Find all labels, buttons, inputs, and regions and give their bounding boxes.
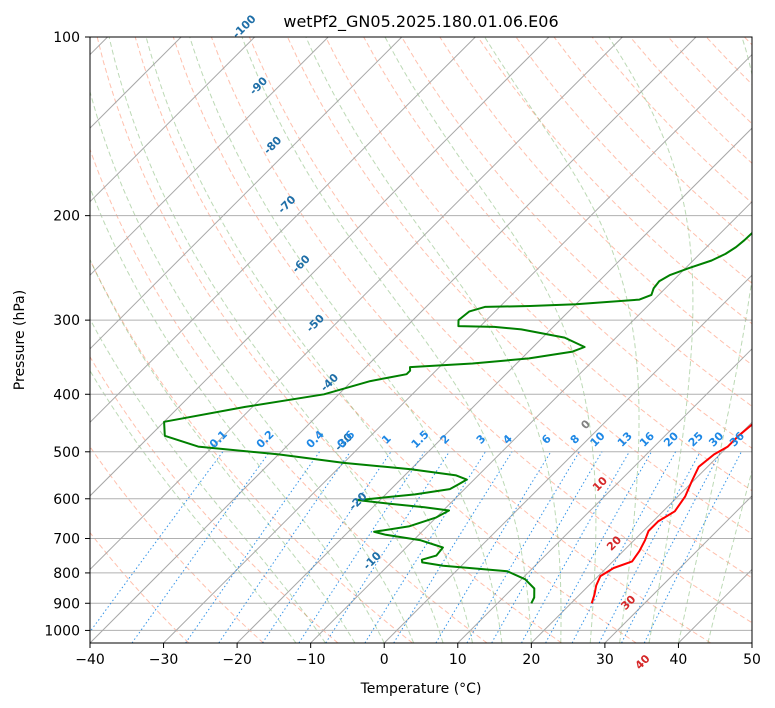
dry-adiabat-line (172, 37, 712, 643)
moist-adiabat-line (145, 37, 473, 643)
moist-adiabat-line (707, 468, 752, 643)
x-tick-label: 50 (743, 652, 761, 668)
dry-adiabat-line (90, 355, 339, 643)
mixing-ratio-line (185, 451, 320, 643)
isotherm-line (90, 37, 403, 350)
sounding-profiles (163, 231, 752, 604)
x-tick-label: −40 (75, 652, 105, 668)
y-tick-label: 600 (53, 492, 80, 508)
dry-adiabat-line (515, 37, 752, 284)
dry-adiabat-line (439, 37, 752, 366)
moist-adiabat-line (90, 318, 326, 643)
dry-adiabat-line (134, 37, 637, 643)
x-axis-title: Temperature (°C) (360, 681, 482, 697)
mixing-ratio-line (364, 451, 486, 643)
mixing-ratio-line (521, 451, 630, 643)
dry-adiabat-line (210, 37, 752, 624)
dry-adiabat-line (248, 37, 752, 579)
y-tick-label: 400 (53, 387, 80, 403)
mixing-ratio-line (325, 451, 450, 643)
temperature-profile-line (590, 423, 752, 604)
mixing-ratio-line (131, 451, 271, 643)
isotherm-line (236, 127, 752, 643)
dry-adiabat-line (401, 37, 752, 407)
isotherm-line (457, 348, 752, 643)
moist-adiabat-line (108, 37, 444, 643)
isotherm-line (90, 37, 476, 424)
mixing-ratio-line (218, 451, 351, 643)
dry-adiabat-line (90, 148, 488, 643)
plot-frame (89, 36, 753, 644)
y-tick-label: 800 (53, 566, 80, 582)
x-tick-label: −10 (296, 652, 326, 668)
moist-adiabat-line (90, 186, 385, 643)
isotherm-gridlines (90, 37, 752, 643)
dry-adiabat-line (96, 37, 562, 643)
isotherm-line (310, 200, 752, 643)
isotherm-line (530, 421, 752, 643)
x-tick-label: 30 (596, 652, 614, 668)
y-tick-label: 200 (53, 209, 80, 225)
y-axis: 1000 900 800 700 600 500 400 300 200 100 (44, 30, 90, 639)
x-tick-label: 0 (380, 652, 389, 668)
moist-adiabat-line (90, 258, 356, 643)
dewpoint-profile-line (163, 231, 752, 604)
y-tick-label: 500 (53, 445, 80, 461)
dry-adiabat-line (90, 445, 264, 643)
dry-adiabat-line (325, 37, 752, 492)
isotherm-line (383, 274, 752, 643)
mixing-ratio-line (435, 451, 552, 643)
mixing-ratio-line (298, 451, 425, 643)
x-tick-label: 10 (449, 652, 467, 668)
dry-adiabat-line (90, 531, 190, 643)
pressure-gridlines (90, 37, 752, 631)
dry-adiabats (90, 37, 752, 643)
y-tick-label: 900 (53, 596, 80, 612)
mixing-ratio-line (571, 451, 677, 643)
mixing-ratio-line (90, 451, 224, 633)
mixing-ratio-line (262, 451, 392, 643)
isotherm-line (90, 37, 550, 497)
moist-adiabat-line (484, 37, 640, 643)
moist-adiabat-line (608, 37, 694, 643)
moist-adiabats (90, 37, 752, 643)
y-tick-label: 300 (53, 313, 80, 329)
x-tick-label: −20 (222, 652, 252, 668)
isotherm-line (90, 37, 623, 571)
x-tick-label: −30 (149, 652, 179, 668)
y-tick-label: 700 (53, 532, 80, 548)
plot-area (90, 37, 752, 643)
isotherm-line (90, 37, 329, 276)
isotherm-line (604, 495, 752, 643)
isotherm-line (90, 37, 697, 643)
y-tick-label: 1000 (44, 623, 80, 639)
y-tick-label: 100 (53, 30, 80, 46)
x-axis: −40 −30 −20 −10 0 10 20 30 40 50 (75, 643, 761, 668)
mixing-ratio-line (598, 451, 701, 643)
isotherm-line (163, 53, 752, 643)
mixing-ratio-line (545, 451, 652, 643)
moist-adiabat-line (241, 37, 532, 643)
mixing-ratio-lines (90, 451, 742, 643)
y-axis-title: Pressure (hPa) (12, 290, 28, 390)
moist-adiabat-line (305, 37, 562, 643)
x-tick-label: 40 (670, 652, 688, 668)
moist-adiabat-line (189, 37, 503, 643)
isotherm-line (90, 37, 256, 203)
chart-title: wetPf2_GN05.2025.180.01.06.E06 (283, 12, 558, 32)
x-tick-label: 20 (522, 652, 540, 668)
